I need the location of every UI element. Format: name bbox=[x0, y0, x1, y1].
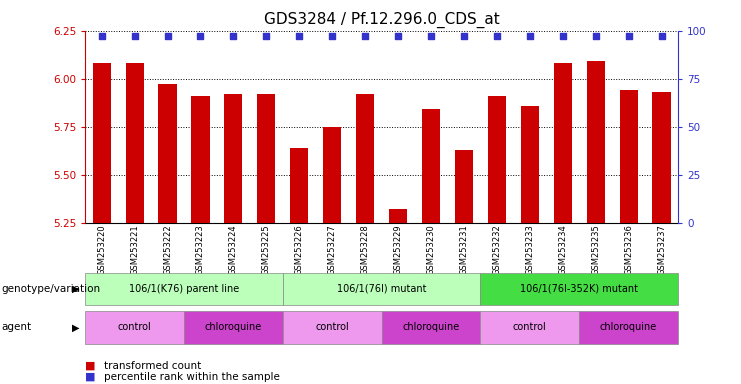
Point bbox=[590, 33, 602, 40]
Point bbox=[96, 33, 107, 40]
Point bbox=[656, 33, 668, 40]
Text: 106/1(76I) mutant: 106/1(76I) mutant bbox=[337, 284, 426, 294]
Bar bbox=[488, 96, 506, 223]
Text: 106/1(K76) parent line: 106/1(K76) parent line bbox=[129, 284, 239, 294]
Text: ▶: ▶ bbox=[72, 322, 79, 333]
Bar bbox=[554, 63, 572, 223]
Point bbox=[458, 33, 470, 40]
Bar bbox=[257, 94, 276, 223]
Bar bbox=[225, 94, 242, 223]
Bar bbox=[356, 94, 374, 223]
Bar bbox=[93, 63, 110, 223]
Text: agent: agent bbox=[1, 322, 32, 333]
Point bbox=[556, 33, 568, 40]
Bar bbox=[422, 109, 440, 223]
Text: control: control bbox=[316, 322, 349, 333]
Text: transformed count: transformed count bbox=[104, 361, 201, 371]
Point bbox=[392, 33, 404, 40]
Bar bbox=[323, 127, 342, 223]
Title: GDS3284 / Pf.12.296.0_CDS_at: GDS3284 / Pf.12.296.0_CDS_at bbox=[264, 12, 499, 28]
Text: chloroquine: chloroquine bbox=[402, 322, 459, 333]
Bar bbox=[125, 63, 144, 223]
Bar bbox=[389, 209, 407, 223]
Bar bbox=[653, 92, 671, 223]
Point bbox=[129, 33, 141, 40]
Point bbox=[195, 33, 207, 40]
Text: percentile rank within the sample: percentile rank within the sample bbox=[104, 372, 279, 382]
Bar bbox=[290, 148, 308, 223]
Point bbox=[326, 33, 338, 40]
Bar bbox=[619, 90, 638, 223]
Point bbox=[359, 33, 371, 40]
Point bbox=[260, 33, 272, 40]
Text: control: control bbox=[118, 322, 151, 333]
Bar bbox=[191, 96, 210, 223]
Point bbox=[227, 33, 239, 40]
Point bbox=[425, 33, 437, 40]
Text: ▶: ▶ bbox=[72, 284, 79, 294]
Text: ■: ■ bbox=[85, 361, 96, 371]
Point bbox=[524, 33, 536, 40]
Point bbox=[162, 33, 173, 40]
Text: chloroquine: chloroquine bbox=[205, 322, 262, 333]
Text: control: control bbox=[513, 322, 547, 333]
Bar bbox=[159, 84, 176, 223]
Text: ■: ■ bbox=[85, 372, 96, 382]
Point bbox=[491, 33, 503, 40]
Text: chloroquine: chloroquine bbox=[600, 322, 657, 333]
Bar bbox=[455, 150, 473, 223]
Bar bbox=[521, 106, 539, 223]
Text: 106/1(76I-352K) mutant: 106/1(76I-352K) mutant bbox=[520, 284, 638, 294]
Point bbox=[293, 33, 305, 40]
Bar bbox=[587, 61, 605, 223]
Point bbox=[622, 33, 634, 40]
Text: genotype/variation: genotype/variation bbox=[1, 284, 101, 294]
